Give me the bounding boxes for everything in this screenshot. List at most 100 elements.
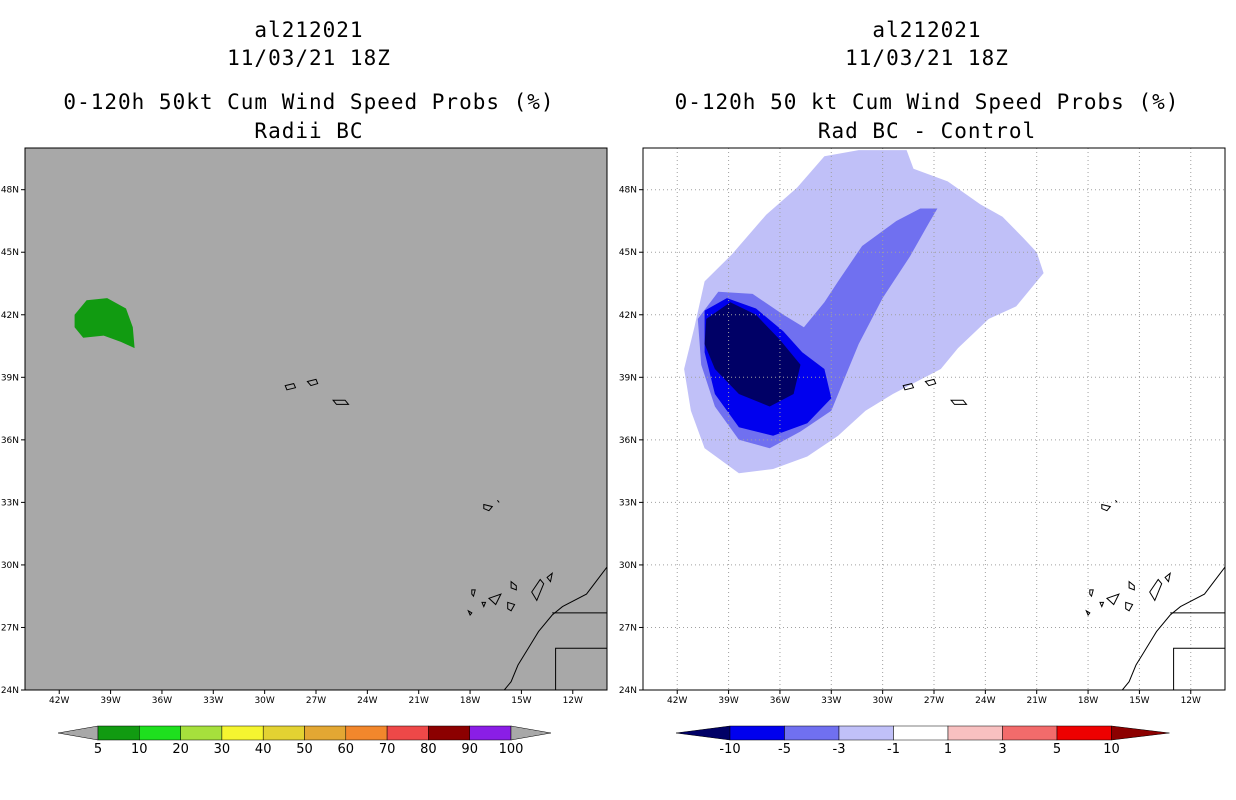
x-tick-label: 39W — [718, 696, 738, 706]
y-tick-label: 30N — [619, 561, 637, 571]
y-tick-label: 27N — [619, 623, 637, 633]
y-tick-label: 45N — [1, 248, 19, 258]
colorbar-box — [97, 725, 140, 741]
colorbar-label: 5 — [1053, 742, 1061, 757]
island-outline — [332, 399, 350, 405]
colorbar-label: 70 — [379, 742, 396, 757]
y-tick-label: 48N — [1, 186, 19, 196]
colorbar-label: 5 — [94, 742, 102, 757]
x-tick-label: 12W — [563, 696, 583, 706]
africa-coastline — [503, 566, 607, 690]
island-outline — [1128, 580, 1135, 591]
datetime-title: 11/03/21 18Z — [845, 46, 1009, 70]
island-outline — [1089, 589, 1094, 598]
storm-id-title: al212021 — [872, 18, 982, 42]
x-tick-label: 30W — [254, 696, 274, 706]
africa-coastline — [1121, 566, 1225, 690]
colorbar-label: 40 — [255, 742, 272, 757]
y-tick-label: 36N — [1, 436, 19, 446]
x-tick-label: 15W — [1129, 696, 1149, 706]
experiment-title: Rad BC - Control — [817, 119, 1037, 143]
island-outline — [471, 589, 476, 598]
region-green-10-20 — [74, 298, 135, 349]
island-outline — [1115, 499, 1118, 503]
colorbar-label: 80 — [420, 742, 437, 757]
probability-map: 42W 39W 36W 33W 30W 27W 24W 21W 18W 15W 12W 24N 27N 3… — [1, 147, 608, 757]
x-tick-label: 36W — [770, 696, 790, 706]
x-tick-label: 18W — [1078, 696, 1098, 706]
colorbar-label: 3 — [998, 742, 1006, 757]
x-tick-label: 21W — [1027, 696, 1047, 706]
x-tick-label: 30W — [872, 696, 892, 706]
colorbar-box — [180, 725, 223, 741]
border-line — [555, 647, 607, 690]
datetime-title: 11/03/21 18Z — [227, 46, 391, 70]
map-content — [643, 148, 1225, 690]
island-outline — [481, 601, 487, 608]
y-tick-label: 42N — [619, 311, 637, 321]
colorbar-box — [784, 725, 840, 741]
product-title: 0-120h 50 kt Cum Wind Speed Probs (%) — [674, 90, 1180, 114]
y-tick-label: 36N — [619, 436, 637, 446]
colorbar-box — [1056, 725, 1112, 741]
x-tick-label: 24W — [975, 696, 995, 706]
island-outline — [483, 503, 494, 512]
island-outline — [510, 580, 517, 591]
colorbar-label: 90 — [461, 742, 478, 757]
y-tick-label: 33N — [1, 498, 19, 508]
colorbar-label: 10 — [1103, 742, 1120, 757]
difference-map: 42W 39W 36W 33W 30W 27W 24W 21W 18W 15W 12W 24N 27N 3… — [619, 147, 1226, 757]
y-tick-label: 27N — [1, 623, 19, 633]
island-outline — [284, 383, 297, 391]
product-title: 0-120h 50kt Cum Wind Speed Probs (%) — [63, 90, 555, 114]
colorbar-label: 60 — [338, 742, 355, 757]
colorbar-arrow-high — [1111, 725, 1170, 741]
right-panel: al212021 11/03/21 18Z 0-120h 50 kt Cum W… — [618, 0, 1236, 800]
storm-id-title: al212021 — [254, 18, 364, 42]
island-outline — [467, 609, 473, 616]
island-outline — [1125, 601, 1134, 612]
colorbar-label: -3 — [833, 742, 846, 757]
island-outline — [531, 578, 545, 602]
colorbar-box — [386, 725, 429, 741]
x-tick-label: 36W — [152, 696, 172, 706]
x-tick-label: 15W — [511, 696, 531, 706]
x-tick-label: 27W — [924, 696, 944, 706]
colorbar-box — [893, 725, 949, 741]
island-outline — [546, 572, 553, 583]
island-outline — [507, 601, 516, 612]
colorbar-box — [1002, 725, 1058, 741]
colorbar-label: -5 — [778, 742, 791, 757]
experiment-title: Radii BC — [254, 119, 364, 143]
y-tick-label: 24N — [619, 686, 637, 696]
x-tick-label: 39W — [100, 696, 120, 706]
map-content — [74, 298, 607, 690]
y-tick-label: 30N — [1, 561, 19, 571]
y-tick-label: 39N — [1, 373, 19, 383]
colorbar-arrow-low — [57, 725, 99, 741]
colorbar-arrow-low — [675, 725, 731, 741]
colorbar-box — [221, 725, 264, 741]
colorbar-box — [469, 725, 512, 741]
y-tick-label: 42N — [1, 311, 19, 321]
colorbar-box — [838, 725, 894, 741]
colorbar-box — [139, 725, 181, 741]
colorbar-label: 20 — [172, 742, 189, 757]
colorbar-box — [262, 725, 305, 741]
y-tick-label: 39N — [619, 373, 637, 383]
colorbar-label: 100 — [499, 742, 524, 757]
border-line — [1173, 647, 1225, 690]
island-outline — [1149, 578, 1163, 602]
island-outline — [924, 378, 937, 387]
colorbar-box — [947, 725, 1003, 741]
x-tick-label: 42W — [49, 696, 69, 706]
y-tick-label: 48N — [619, 186, 637, 196]
island-outline — [1101, 503, 1112, 512]
colorbar-label: 30 — [214, 742, 231, 757]
island-outline — [1164, 572, 1171, 583]
colorbar-label: 10 — [131, 742, 148, 757]
x-tick-label: 24W — [357, 696, 377, 706]
colorbar-box — [729, 725, 785, 741]
island-outline — [1085, 609, 1091, 616]
x-tick-label: 33W — [203, 696, 223, 706]
